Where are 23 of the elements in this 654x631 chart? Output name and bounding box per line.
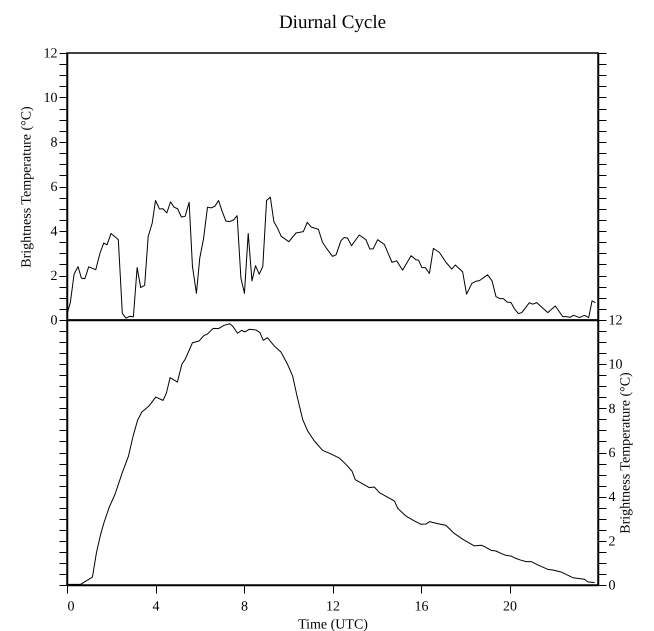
y2-tick-label: 0	[608, 578, 616, 594]
x-tick-label: 0	[68, 600, 74, 614]
x-tick-label: 16	[414, 600, 428, 614]
y-tick-label: 8	[50, 136, 58, 150]
y2-tick-label: 2	[608, 534, 616, 550]
y-tick-label: 12	[44, 46, 58, 62]
y2-tick-label: 6	[608, 446, 616, 461]
y2-tick-label: 10	[608, 358, 622, 373]
y-tick-label: 6	[50, 180, 58, 195]
y2-tick-label: 8	[608, 402, 616, 417]
x-tick-label: 12	[326, 600, 340, 614]
x-tick-label: 20	[503, 600, 517, 614]
x-tick-label: 4	[152, 600, 160, 614]
y2-tick-label: 4	[608, 490, 616, 506]
y2-tick-label: 12	[608, 314, 622, 328]
y-tick-label: 0	[50, 314, 58, 328]
y-tick-label: 10	[44, 91, 58, 106]
x-tick-label: 8	[241, 600, 248, 614]
chart-title: Diurnal Cycle	[278, 12, 386, 33]
y-tick-label: 4	[50, 224, 58, 240]
y2-axis-title: Brightness Temperature (°C)	[618, 372, 634, 534]
y-tick-label: 2	[50, 269, 58, 284]
y-axis-title: Brightness Temperature (°C)	[20, 106, 34, 268]
